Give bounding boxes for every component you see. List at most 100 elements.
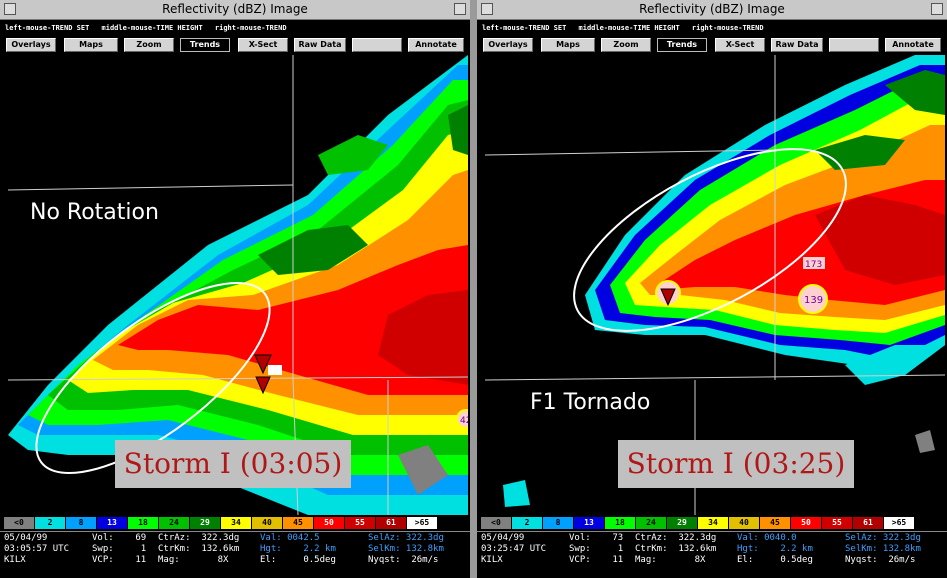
info-col-2: Vol: 69 Swp: 1 VCP: 11 (92, 533, 146, 566)
trends-button[interactable]: Trends (657, 38, 707, 52)
selkm-value: SelKm: 132.8km (845, 544, 921, 554)
maps-button[interactable]: Maps (64, 38, 118, 52)
storm-label: Storm I (03:25) (618, 440, 854, 488)
info-col-4: Val: 0040.0 Hgt: 2.2 km El: 0.5deg (737, 533, 813, 566)
legend-cell: <0 (4, 517, 35, 529)
legend-cell: 29 (190, 517, 221, 529)
legend-cell: 8 (543, 517, 574, 529)
legend-cell: 2 (512, 517, 543, 529)
hgt-value: Hgt: 2.2 km (737, 544, 813, 554)
overlays-button[interactable]: Overlays (6, 38, 56, 52)
legend-cell: 18 (605, 517, 636, 529)
xsect-button[interactable]: X-Sect (715, 38, 765, 52)
legend-cell: 34 (698, 517, 729, 529)
time-value: 03:05:57 UTC (4, 544, 70, 554)
annotation-ellipse (573, 148, 847, 332)
radar-image[interactable]: 42 (8, 55, 468, 515)
vcp-value: VCP: 11 (569, 555, 624, 565)
rawdata-button[interactable]: Raw Data (294, 38, 346, 52)
mag-value: Mag: 8X (158, 555, 229, 565)
legend-cell: 29 (667, 517, 698, 529)
swp-value: Swp: 1 (92, 544, 147, 554)
ctraz-value: CtrAz: 322.3dg (635, 533, 717, 543)
vol-value: Vol: 73 (569, 533, 624, 543)
overlays-button[interactable]: Overlays (483, 38, 533, 52)
val-value: Val: 0042.5 (260, 533, 320, 543)
ctrkm-value: CtrKm: 132.6km (635, 544, 717, 554)
reflectivity-map: 42 (8, 55, 468, 515)
zoom-button[interactable]: Zoom (601, 38, 651, 52)
legend-cell: 50 (314, 517, 345, 529)
xsect-button[interactable]: X-Sect (238, 38, 288, 52)
selaz-value: SelAz: 322.3dg (845, 533, 921, 543)
reflectivity-echo (503, 55, 945, 507)
selaz-value: SelAz: 322.3dg (368, 533, 444, 543)
nyqst-value: Nyqst: 26m/s (845, 555, 916, 565)
nyqst-value: Nyqst: 26m/s (368, 555, 439, 565)
site-value: KILX (481, 555, 503, 565)
date-value: 05/04/99 (4, 533, 48, 543)
middle-mouse-hint: middle-mouse-TIME HEIGHT (578, 24, 680, 32)
mag-value: Mag: 8X (635, 555, 706, 565)
storm-marker-icon[interactable] (254, 354, 272, 375)
annotate-button[interactable]: Annotate (885, 38, 941, 52)
cell-circle-icon[interactable] (456, 409, 468, 429)
legend-cell: >65 (407, 517, 438, 529)
legend-cell: 24 (159, 517, 190, 529)
selkm-value: SelKm: 132.8km (368, 544, 444, 554)
separator (477, 531, 947, 532)
color-legend: <0 2 8 13 18 24 29 34 40 45 50 55 61 >65 (481, 517, 915, 529)
legend-cell: 18 (128, 517, 159, 529)
window-menu-icon[interactable] (481, 3, 493, 15)
zoom-button[interactable]: Zoom (124, 38, 174, 52)
vcp-value: VCP: 11 (92, 555, 147, 565)
annotation-text: F1 Tornado (530, 390, 651, 415)
blank-button[interactable] (829, 38, 879, 52)
window-title: Reflectivity (dBZ) Image (639, 2, 785, 16)
maximize-icon[interactable] (454, 3, 466, 15)
right-mouse-hint: right-mouse-TREND (691, 24, 764, 32)
legend-cell: 45 (283, 517, 314, 529)
val-value: Val: 0040.0 (737, 533, 797, 543)
storm-track-icon (255, 376, 271, 395)
left-mouse-hint: left-mouse-TREND SET (482, 24, 567, 32)
cell-circle-icon[interactable] (798, 284, 828, 314)
storm-marker-icon[interactable] (660, 288, 676, 307)
ctrkm-value: CtrKm: 132.6km (158, 544, 240, 554)
toolbar: Overlays Maps Zoom Trends X-Sect Raw Dat… (0, 36, 470, 54)
swp-value: Swp: 1 (569, 544, 624, 554)
blank-button[interactable] (352, 38, 402, 52)
legend-cell: 8 (66, 517, 97, 529)
radar-window-left: Reflectivity (dBZ) Image left-mouse-TREN… (0, 0, 470, 578)
info-col-1: 05/04/99 03:05:57 UTC KILX (4, 533, 69, 566)
window-menu-icon[interactable] (4, 3, 16, 15)
radar-image[interactable]: 173 139 (485, 55, 945, 515)
rawdata-button[interactable]: Raw Data (771, 38, 823, 52)
color-legend: <0 2 8 13 18 24 29 34 40 45 50 55 61 >65 (4, 517, 438, 529)
maximize-icon[interactable] (931, 3, 943, 15)
info-col-3: CtrAz: 322.3dg CtrKm: 132.6km Mag: 8X (158, 533, 239, 566)
storm-label: Storm I (03:05) (115, 440, 351, 488)
middle-mouse-hint: middle-mouse-TIME HEIGHT (101, 24, 203, 32)
mouse-hint-bar: left-mouse-TREND SET middle-mouse-TIME H… (0, 20, 470, 36)
trends-button[interactable]: Trends (180, 38, 230, 52)
cell-id-label: 139 (804, 295, 823, 306)
separator (0, 531, 470, 532)
info-col-4: Val: 0042.5 Hgt: 2.2 km El: 0.5deg (260, 533, 336, 566)
info-col-5: SelAz: 322.3dg SelKm: 132.8km Nyqst: 26m… (845, 533, 921, 566)
title-bar[interactable]: Reflectivity (dBZ) Image (0, 0, 470, 20)
annotation-text: No Rotation (30, 200, 159, 225)
cell-id-box (803, 257, 825, 269)
title-bar[interactable]: Reflectivity (dBZ) Image (477, 0, 947, 20)
legend-cell: 50 (791, 517, 822, 529)
vol-value: Vol: 69 (92, 533, 147, 543)
el-value: El: 0.5deg (260, 555, 336, 565)
info-col-2: Vol: 73 Swp: 1 VCP: 11 (569, 533, 623, 566)
window-title: Reflectivity (dBZ) Image (162, 2, 308, 16)
legend-cell: 40 (252, 517, 283, 529)
window-gap (470, 0, 477, 578)
annotate-button[interactable]: Annotate (408, 38, 464, 52)
maps-button[interactable]: Maps (541, 38, 595, 52)
info-panel: 05/04/99 03:25:47 UTC KILX Vol: 73 Swp: … (481, 533, 943, 577)
hgt-value: Hgt: 2.2 km (260, 544, 336, 554)
